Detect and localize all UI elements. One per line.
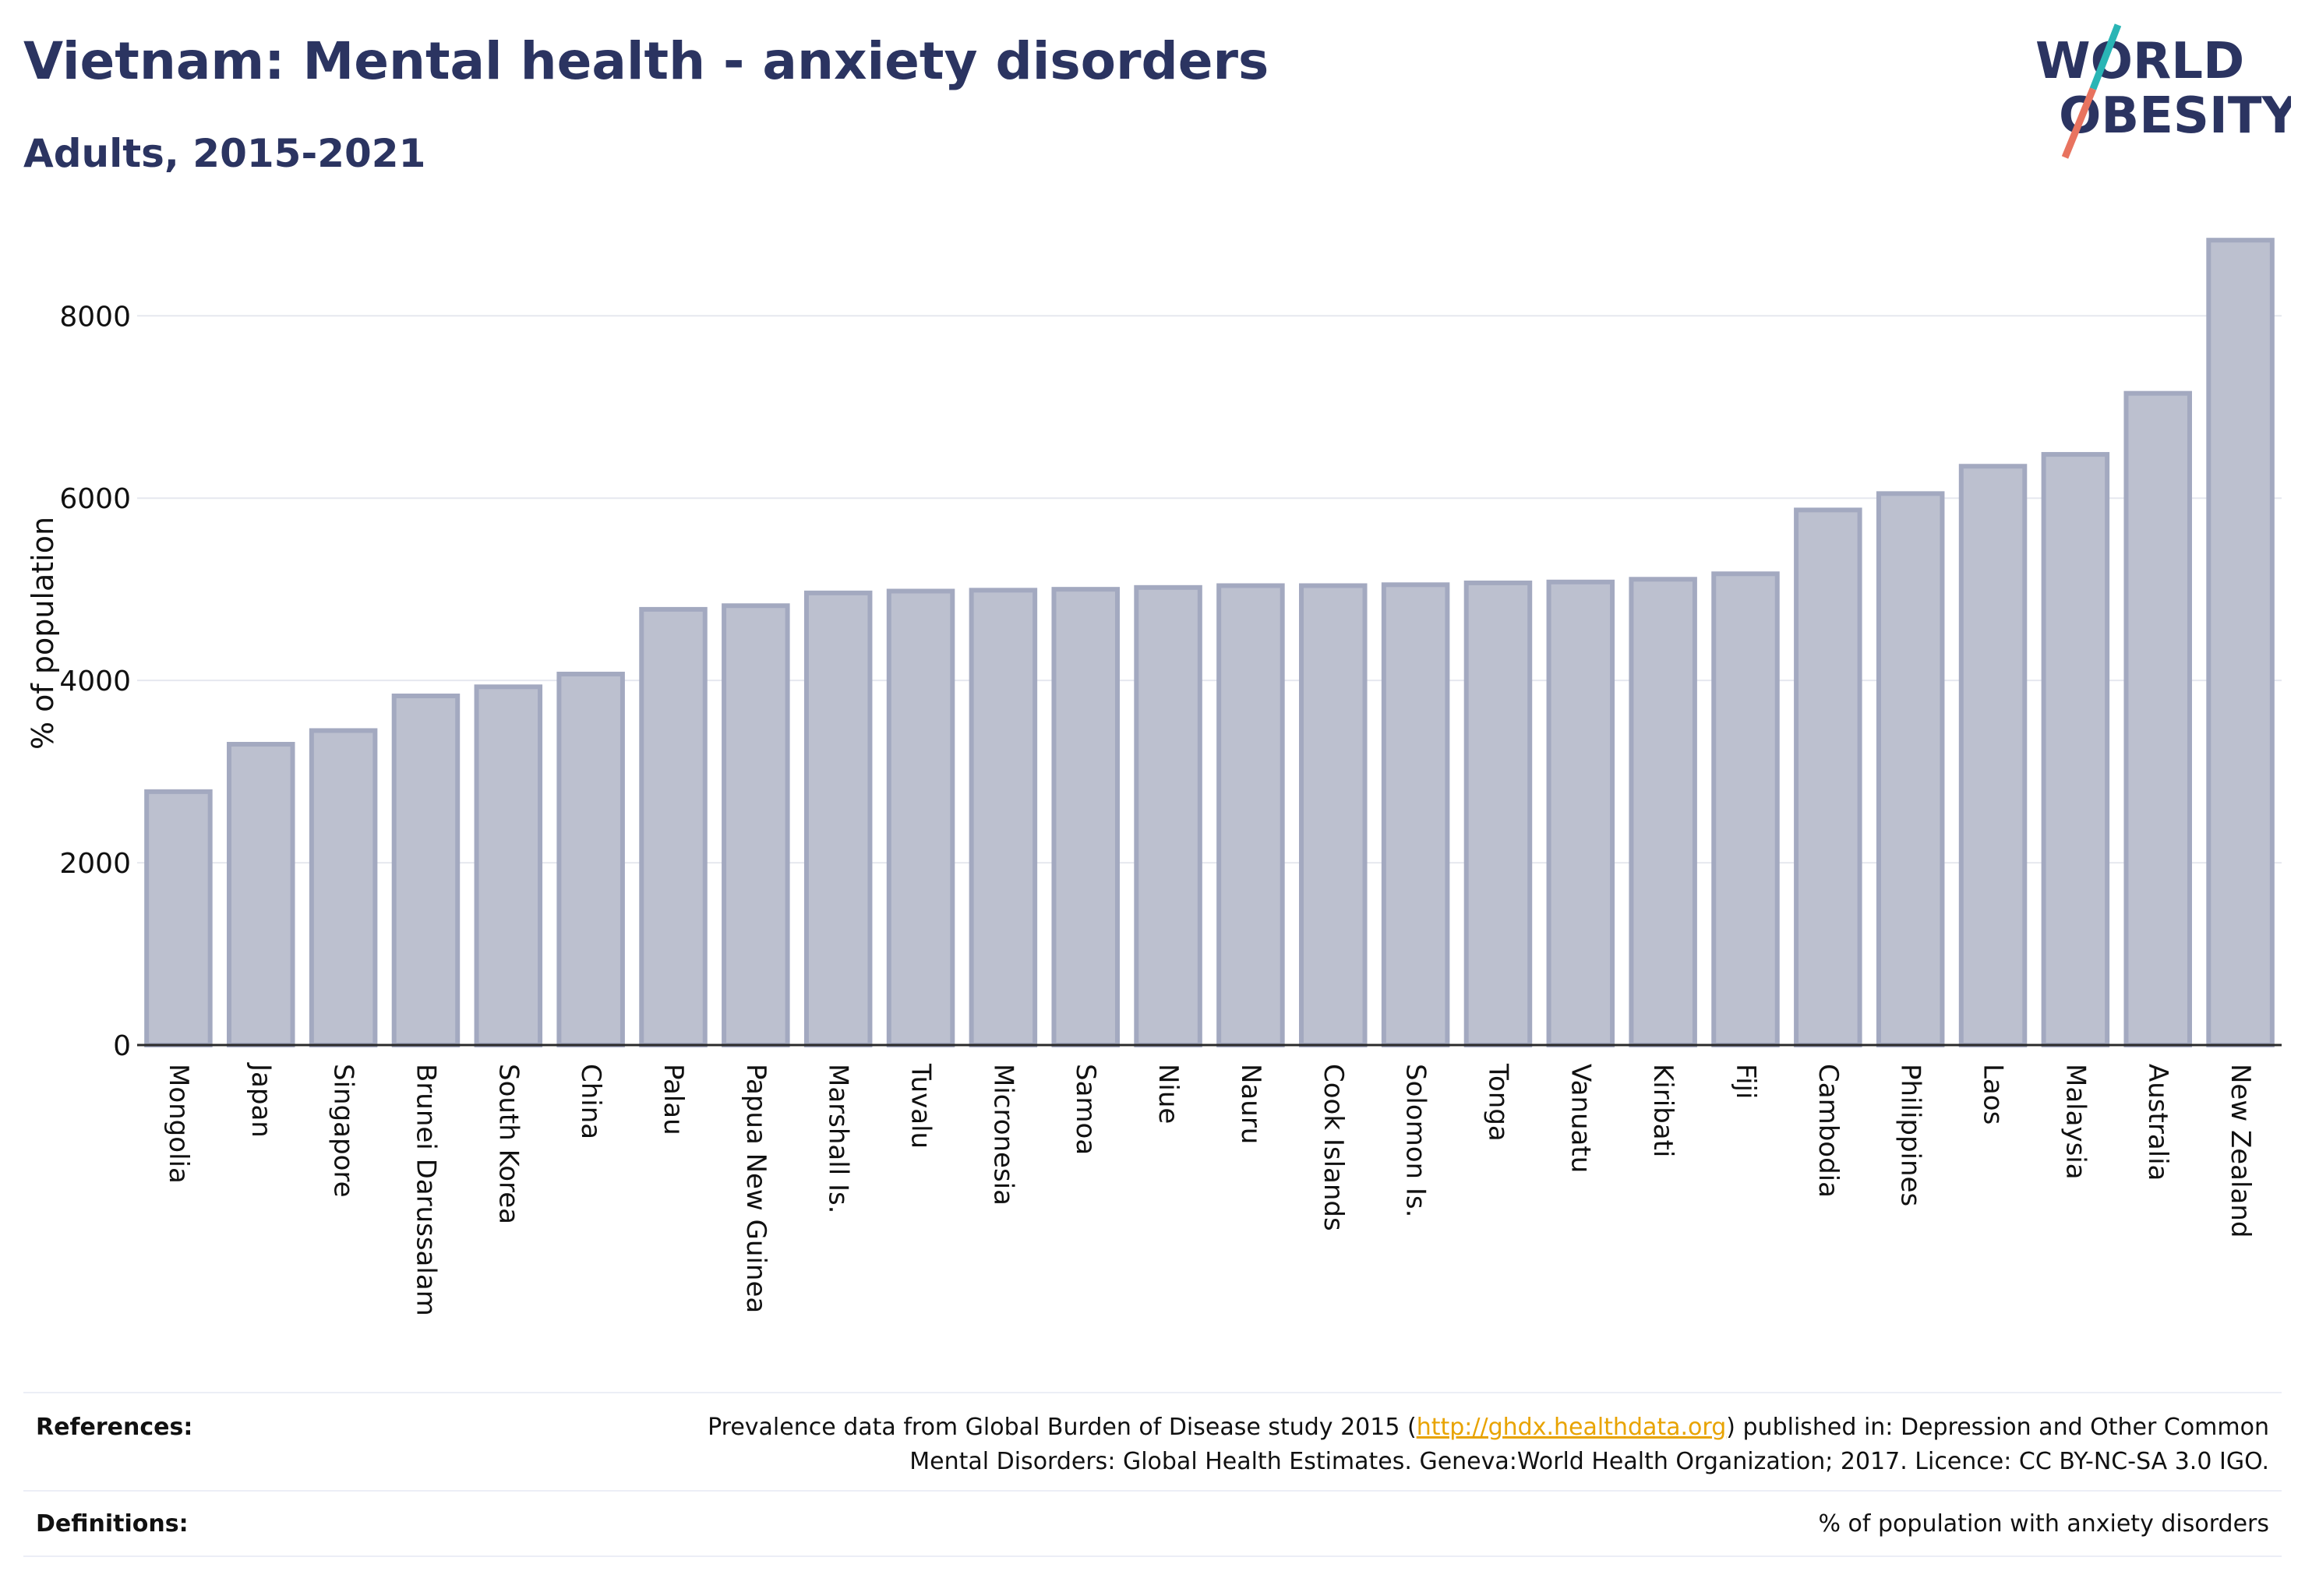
x-tick-label: South Korea	[492, 1064, 524, 1224]
bar	[1299, 583, 1368, 1047]
bar	[1711, 571, 1780, 1047]
bar	[886, 588, 955, 1047]
x-tick-label: Niue	[1152, 1064, 1184, 1124]
bar	[474, 684, 543, 1047]
y-axis-label: % of population	[26, 517, 60, 750]
world-obesity-logo: WORLD OBESITY	[2035, 23, 2291, 159]
bars	[144, 238, 2275, 1048]
bar	[1958, 464, 2028, 1047]
x-tick-label: Laos	[1978, 1064, 2009, 1125]
references-link[interactable]: http://ghdx.healthdata.org	[1416, 1414, 1727, 1441]
x-tick-label: China	[575, 1064, 606, 1139]
x-tick-label: Cambodia	[1813, 1064, 1844, 1198]
x-tick-label: Brunei Darussalam	[410, 1064, 441, 1316]
y-tick-label: 8000	[59, 301, 131, 333]
y-tick-label: 0	[113, 1030, 131, 1062]
x-tick-label: Nauru	[1235, 1064, 1266, 1144]
bar	[556, 671, 625, 1047]
definitions-row: Definitions: % of population with anxiet…	[23, 1490, 2282, 1555]
x-tick-label: Singapore	[328, 1064, 359, 1198]
x-tick-label: Solomon Is.	[1400, 1064, 1431, 1217]
references-line-1: Prevalence data from Global Burden of Di…	[708, 1411, 2269, 1445]
logo-text-obesity: OBESITY	[2059, 87, 2291, 145]
bar	[2123, 390, 2192, 1047]
bar	[1463, 580, 1533, 1047]
x-axis-ticks: Mongolia Japan Singapore Brunei Darussalam S…	[163, 1062, 2256, 1316]
bar	[2041, 452, 2110, 1047]
bar	[1381, 582, 1450, 1047]
chart-subtitle: Adults, 2015-2021	[23, 131, 426, 176]
bar	[639, 606, 708, 1047]
x-tick-label: Papua New Guinea	[740, 1064, 771, 1313]
references-line-1-end: ) published in: Depression and Other Com…	[1726, 1414, 2269, 1441]
logo-slash-coral	[2061, 87, 2097, 159]
x-tick-label: Philippines	[1895, 1064, 1926, 1206]
x-tick-label: New Zealand	[2225, 1064, 2256, 1238]
y-tick-label: 2000	[59, 848, 131, 880]
bar	[1051, 587, 1120, 1047]
bar	[722, 603, 790, 1047]
divider-top	[23, 1392, 2282, 1393]
bar	[1546, 579, 1615, 1047]
divider-middle	[23, 1490, 2282, 1492]
logo-slash-teal	[2089, 23, 2122, 90]
y-axis-ticks: 0 2000 4000 6000 8000	[59, 301, 131, 1062]
x-tick-label: Kiribati	[1647, 1064, 1678, 1157]
logo-text-world: WORLD	[2035, 33, 2244, 90]
divider-bottom	[23, 1555, 2282, 1557]
definitions-text: % of population with anxiety disorders	[1818, 1510, 2269, 1538]
x-tick-label: Australia	[2142, 1064, 2173, 1181]
bar	[1134, 584, 1202, 1047]
x-tick-label: Vanuatu	[1565, 1064, 1596, 1173]
y-tick-label: 6000	[59, 483, 131, 515]
references-row: References: Prevalence data from Global …	[23, 1392, 2282, 1490]
x-tick-label: Cook Islands	[1318, 1064, 1349, 1231]
bar	[1794, 507, 1862, 1047]
references-text: Prevalence data from Global Burden of Di…	[708, 1411, 2269, 1479]
definitions-label: Definitions:	[36, 1510, 189, 1538]
bar	[227, 742, 295, 1047]
x-tick-label: Japan	[245, 1062, 277, 1138]
x-tick-label: Micronesia	[987, 1064, 1018, 1206]
x-tick-label: Palau	[658, 1064, 689, 1135]
x-tick-label: Fiji	[1730, 1064, 1761, 1099]
bar	[1876, 491, 1945, 1047]
x-tick-label: Samoa	[1070, 1064, 1101, 1155]
x-tick-label: Tonga	[1482, 1063, 1513, 1142]
references-line-1-start: Prevalence data from Global Burden of Di…	[708, 1414, 1417, 1441]
bar	[2206, 238, 2275, 1048]
y-tick-label: 4000	[59, 666, 131, 697]
references-line-2: Mental Disorders: Global Health Estimate…	[909, 1448, 2269, 1475]
references-label: References:	[36, 1414, 193, 1441]
bar	[969, 588, 1038, 1047]
x-tick-label: Mongolia	[163, 1064, 194, 1184]
x-tick-label: Malaysia	[2060, 1064, 2091, 1180]
x-tick-label: Tuvalu	[905, 1063, 937, 1149]
bar	[803, 590, 873, 1047]
chart-title: Vietnam: Mental health - anxiety disorde…	[23, 31, 1269, 91]
bar	[144, 789, 213, 1047]
bar	[391, 694, 461, 1047]
bar	[1216, 583, 1285, 1047]
x-tick-label: Marshall Is.	[823, 1064, 854, 1214]
bar	[309, 728, 378, 1048]
bar-chart: 0 2000 4000 6000 8000 Mongolia Japan Singapore…	[26, 238, 2282, 1316]
bar	[1629, 577, 1697, 1047]
